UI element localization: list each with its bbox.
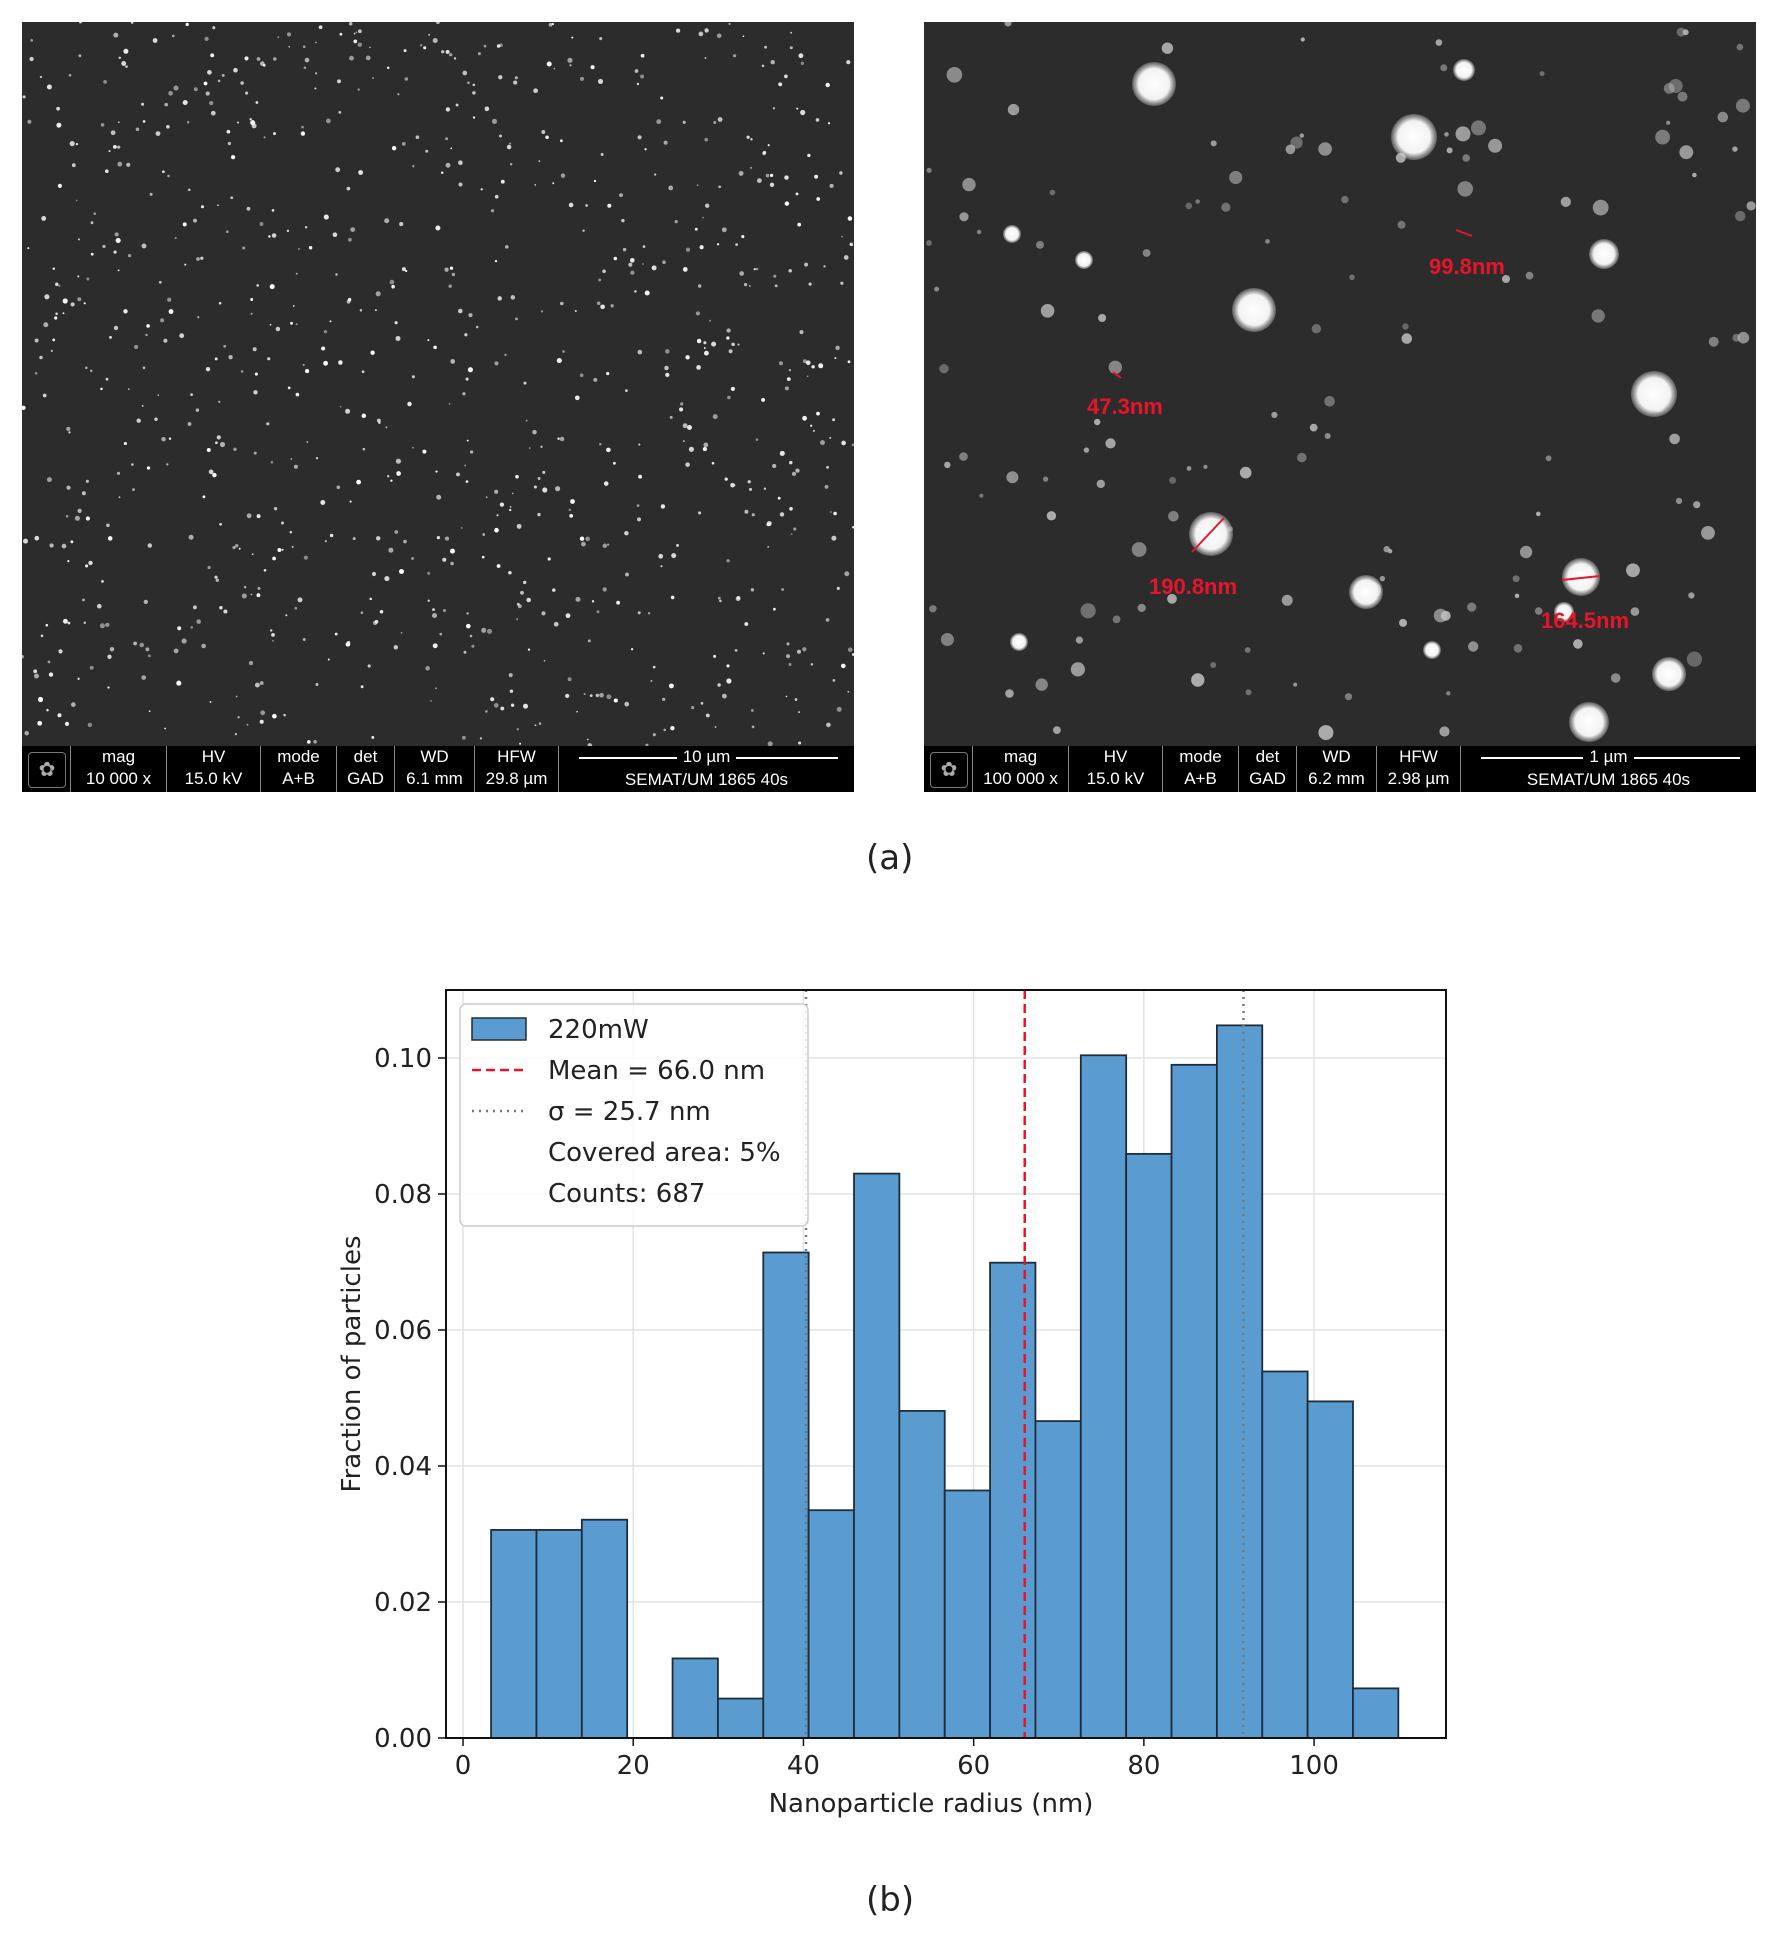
histogram-bar	[1125, 1152, 1173, 1739]
histogram-chart: 0 20 40 60 80 100 0.00 0.02 0.04 0.06 0.08 0.10 Nano…	[337, 989, 1447, 1819]
info-cell-header: mag	[1003, 747, 1038, 766]
histogram-bar	[1170, 1063, 1218, 1739]
info-cell-det: det GAD	[336, 746, 394, 792]
info-cell-header: WD	[1322, 747, 1351, 766]
scale-bar: 1 µm SEMAT/UM 1865 40s	[1460, 746, 1756, 792]
x-tick-label: 100	[1289, 1751, 1339, 1781]
info-cell-hv: HV 15.0 kV	[166, 746, 260, 792]
x-tick-label: 0	[455, 1751, 472, 1781]
histogram-bar	[1306, 1400, 1354, 1739]
info-cell-header: mag	[101, 747, 136, 766]
info-cell-header: det	[1255, 747, 1280, 766]
y-tick-label: 0.02	[374, 1588, 432, 1618]
histogram-bar	[1034, 1420, 1082, 1739]
legend-entry: σ = 25.7 nm	[548, 1097, 711, 1127]
histogram-bar	[1215, 1024, 1264, 1739]
panel-label-a: (a)	[866, 838, 914, 878]
sem-info-bar: ✿ mag 100 000 x HV 15.0 kV mode A+B det GAD WD 6.2…	[924, 746, 1756, 792]
info-cell-header: HFW	[1399, 747, 1438, 766]
info-cell-value: 6.2 mm	[1308, 769, 1365, 788]
plot-frame	[445, 989, 1447, 1739]
histogram-bar	[535, 1529, 583, 1739]
sem-particle-field	[926, 22, 1756, 742]
info-cell-value: 10 000 x	[85, 769, 152, 788]
info-cell-value: 6.1 mm	[406, 769, 463, 788]
histogram-bar	[717, 1697, 765, 1739]
sem-logo-icon: ✿	[28, 752, 66, 788]
sem-image-high-mag: 99.8nm 47.3nm 190.8nm 164.5nm ✿ mag 100 00…	[924, 22, 1756, 792]
legend-entry: 220mW	[548, 1015, 649, 1045]
x-tick-label: 40	[787, 1751, 820, 1781]
info-cell-wd: WD 6.2 mm	[1296, 746, 1376, 792]
info-cell-wd: WD 6.1 mm	[394, 746, 474, 792]
info-cell-det: det GAD	[1238, 746, 1296, 792]
y-tick-label: 0.10	[374, 1044, 432, 1074]
legend-entry: Covered area: 5%	[548, 1138, 781, 1168]
info-cell-header: HV	[1103, 747, 1128, 766]
info-cell-mag: mag 100 000 x	[972, 746, 1068, 792]
histogram-bar	[580, 1518, 629, 1739]
histogram-bar	[807, 1509, 855, 1739]
x-tick-label: 80	[1127, 1751, 1160, 1781]
histogram-bar	[1352, 1687, 1400, 1739]
info-cell-header: mode	[277, 747, 320, 766]
info-cell-value: 29.8 µm	[485, 769, 548, 788]
scale-label: 1 µm	[1583, 747, 1634, 766]
histogram-bar	[943, 1489, 991, 1739]
histogram-bar	[898, 1410, 946, 1739]
lab-label: SEMAT/UM 1865 40s	[1526, 770, 1691, 789]
info-cell-value: GAD	[347, 769, 384, 788]
x-axis-label: Nanoparticle radius (nm)	[769, 1789, 1094, 1819]
info-cell-value: GAD	[1249, 769, 1286, 788]
lab-label: SEMAT/UM 1865 40s	[624, 770, 789, 789]
histogram-bar	[490, 1529, 538, 1739]
sem-info-bar: ✿ mag 10 000 x HV 15.0 kV mode A+B det GAD WD 6.1 …	[22, 746, 854, 792]
sem-image-low-mag: ✿ mag 10 000 x HV 15.0 kV mode A+B det GAD WD 6.1 …	[22, 22, 854, 792]
info-cell-mode: mode A+B	[260, 746, 336, 792]
scale-label: 10 µm	[676, 747, 737, 766]
legend-box	[459, 1003, 809, 1227]
histogram-bar	[1261, 1370, 1309, 1739]
histogram-bar	[853, 1172, 901, 1739]
x-tick-label: 60	[957, 1751, 990, 1781]
histogram-bar	[762, 1251, 810, 1739]
info-cell-header: det	[353, 747, 378, 766]
sem-particle-field	[22, 22, 854, 746]
y-axis-label: Fraction of particles	[337, 1236, 367, 1493]
legend-swatch-bars	[471, 1017, 527, 1041]
legend-entry: Counts: 687	[548, 1179, 705, 1209]
histogram-bar	[671, 1657, 719, 1739]
info-cell-mag: mag 10 000 x	[70, 746, 166, 792]
legend-entry: Mean = 66.0 nm	[548, 1056, 765, 1086]
info-cell-mode: mode A+B	[1162, 746, 1238, 792]
histogram-bar	[989, 1261, 1037, 1739]
info-cell-value: 2.98 µm	[1387, 769, 1450, 788]
scale-bar: 10 µm SEMAT/UM 1865 40s	[558, 746, 854, 792]
info-cell-value: 100 000 x	[983, 769, 1058, 788]
y-tick-label: 0.00	[374, 1724, 432, 1754]
measurement-label: 190.8nm	[1149, 574, 1238, 599]
info-cell-hv: HV 15.0 kV	[1068, 746, 1162, 792]
x-tick-label: 20	[617, 1751, 650, 1781]
info-cell-hfw: HFW 2.98 µm	[1376, 746, 1460, 792]
info-cell-header: HV	[201, 747, 226, 766]
measurement-label: 99.8nm	[1429, 254, 1505, 279]
measurement-label: 47.3nm	[1087, 394, 1163, 419]
info-cell-header: HFW	[497, 747, 536, 766]
info-cell-header: WD	[420, 747, 449, 766]
histogram-bar	[1079, 1054, 1128, 1739]
info-cell-value: A+B	[1184, 769, 1217, 788]
info-cell-value: 15.0 kV	[184, 769, 243, 788]
y-tick-label: 0.06	[374, 1316, 432, 1346]
y-tick-label: 0.04	[374, 1452, 432, 1482]
info-cell-value: 15.0 kV	[1086, 769, 1145, 788]
info-cell-hfw: HFW 29.8 µm	[474, 746, 558, 792]
sem-logo-icon: ✿	[930, 752, 968, 788]
y-tick-label: 0.08	[374, 1180, 432, 1210]
panel-label-b: (b)	[866, 1880, 915, 1920]
measurement-label: 164.5nm	[1541, 608, 1630, 633]
info-cell-value: A+B	[282, 769, 315, 788]
info-cell-header: mode	[1179, 747, 1222, 766]
